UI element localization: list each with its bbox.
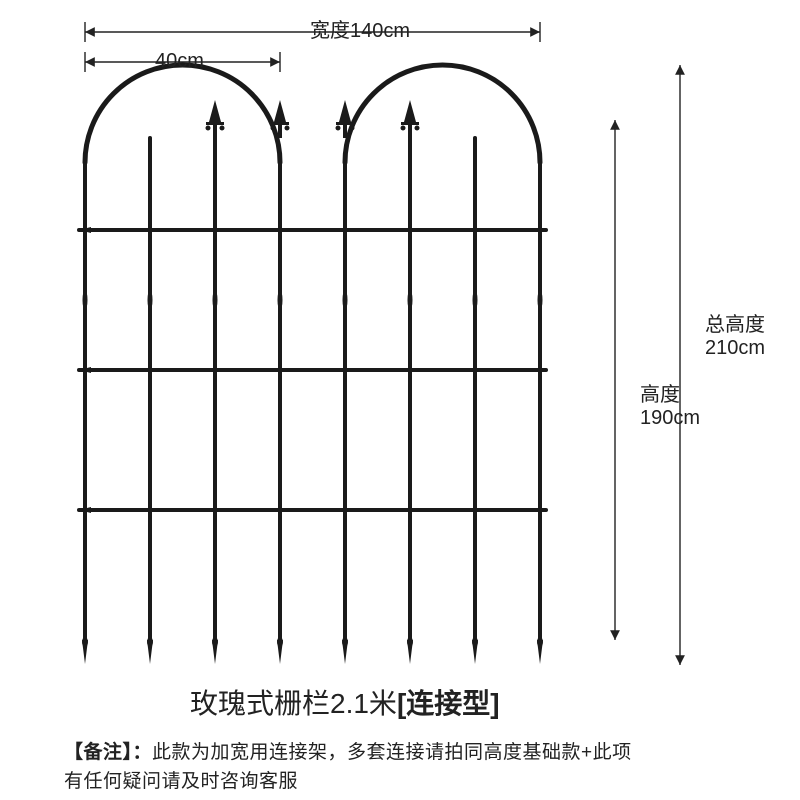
product-title: 玫瑰式栅栏2.1米[连接型] — [190, 682, 500, 722]
title-plain: 玫瑰式栅栏2.1米 — [190, 688, 397, 719]
dim-segment-label: 40cm — [155, 50, 204, 73]
note-line1: 此款为加宽用连接架，多套连接请拍同高度基础款+此项 — [152, 742, 632, 763]
note-prefix: 【备注】： — [64, 742, 152, 763]
title-variant: [连接型] — [397, 688, 500, 719]
product-note: 【备注】：此款为加宽用连接架，多套连接请拍同高度基础款+此项 有任何疑问请及时咨… — [64, 738, 632, 797]
product-dimension-diagram: 宽度140cm 40cm 总高度 210cm 高度 190cm 玫瑰式栅栏2.1… — [0, 0, 800, 800]
dim-total-height-label: 总高度 210cm — [705, 314, 765, 360]
note-line2: 有任何疑问请及时咨询客服 — [64, 771, 298, 792]
dim-width-label: 宽度140cm — [310, 20, 410, 43]
dim-visible-height-label: 高度 190cm — [640, 384, 700, 430]
